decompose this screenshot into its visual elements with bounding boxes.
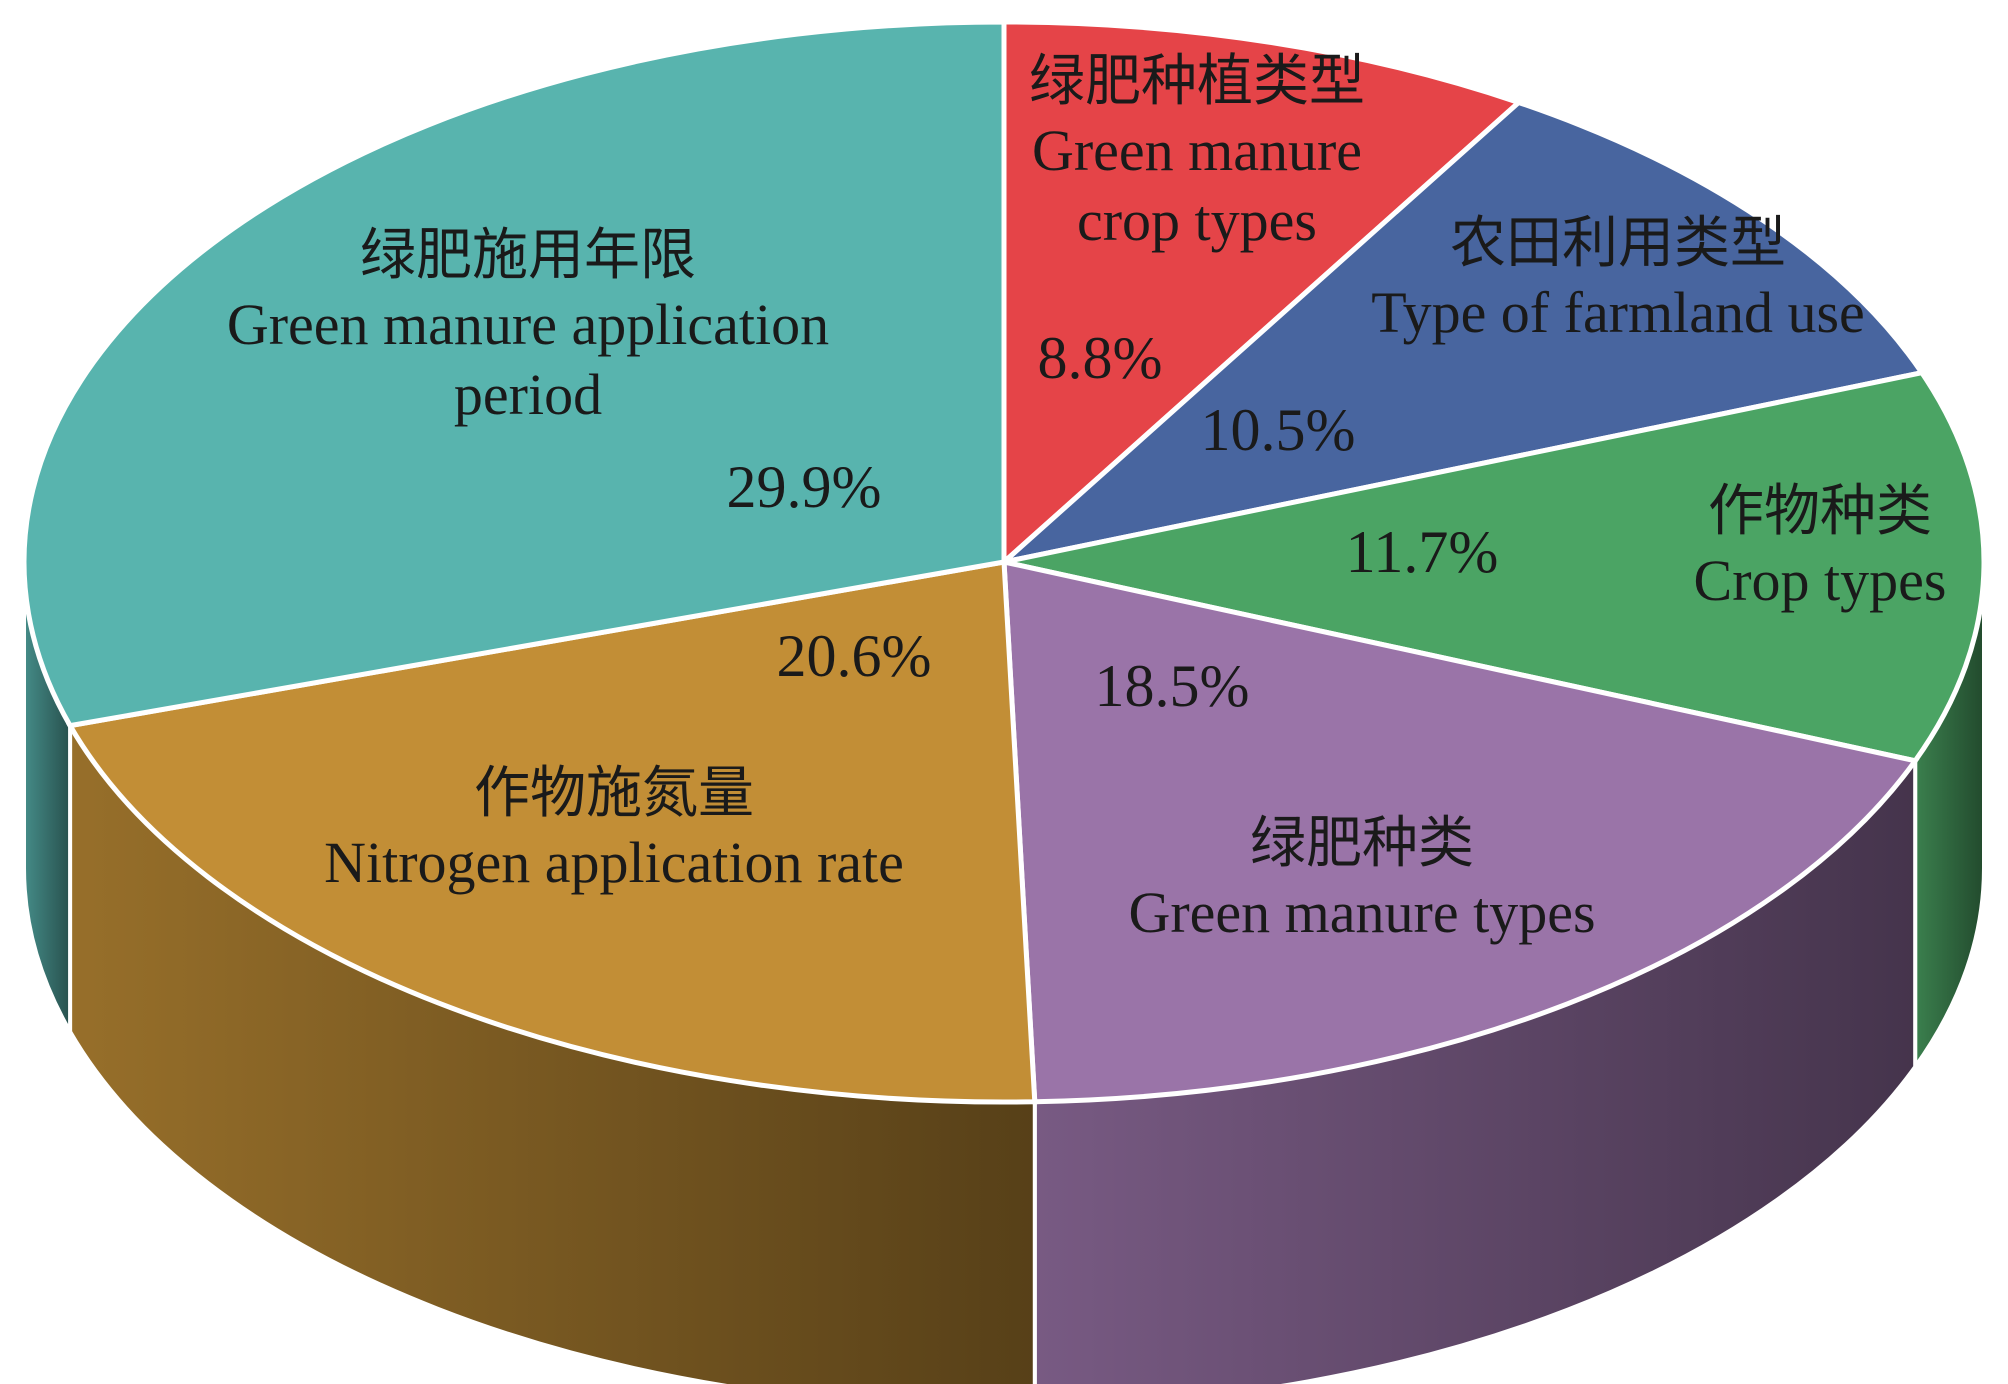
slice-label-zh: 绿肥施用年限 bbox=[360, 223, 696, 288]
slice-percent: 18.5% bbox=[1095, 653, 1250, 719]
slice-label-zh: 绿肥种类 bbox=[1250, 811, 1474, 876]
pie-slice-4 bbox=[66, 559, 1038, 1105]
slice-label-zh: 作物施氮量 bbox=[474, 761, 754, 826]
slice-label-zh: 农田利用类型 bbox=[1450, 211, 1786, 276]
slice-label-zh: 作物种类 bbox=[1708, 479, 1932, 544]
slice-label-en: crop types bbox=[1077, 188, 1317, 253]
slice-label-en: Green manure application bbox=[227, 292, 829, 357]
pie-slice-3 bbox=[1001, 558, 1920, 1105]
pie-slice-5 bbox=[21, 19, 1007, 729]
slice-label-en: Type of farmland use bbox=[1371, 280, 1865, 345]
pie-slice-0 bbox=[1001, 19, 1524, 568]
pie-slice-2 bbox=[1003, 369, 1987, 764]
slice-percent: 10.5% bbox=[1201, 397, 1356, 463]
pie-slice-1 bbox=[995, 99, 1926, 567]
pie-tops bbox=[21, 19, 1987, 1105]
slice-percent: 20.6% bbox=[777, 623, 932, 689]
slice-percent: 11.7% bbox=[1346, 519, 1499, 585]
slice-label-en: Crop types bbox=[1694, 548, 1947, 613]
slice-percent: 29.9% bbox=[727, 454, 882, 520]
slice-label-en: Nitrogen application rate bbox=[324, 830, 904, 895]
slice-label-zh: 绿肥种植类型 bbox=[1029, 49, 1365, 114]
slice-percent: 8.8% bbox=[1038, 325, 1163, 391]
slice-label-en: period bbox=[454, 362, 602, 427]
slice-label-en: Green manure bbox=[1032, 118, 1362, 183]
slice-label-en: Green manure types bbox=[1128, 880, 1595, 945]
